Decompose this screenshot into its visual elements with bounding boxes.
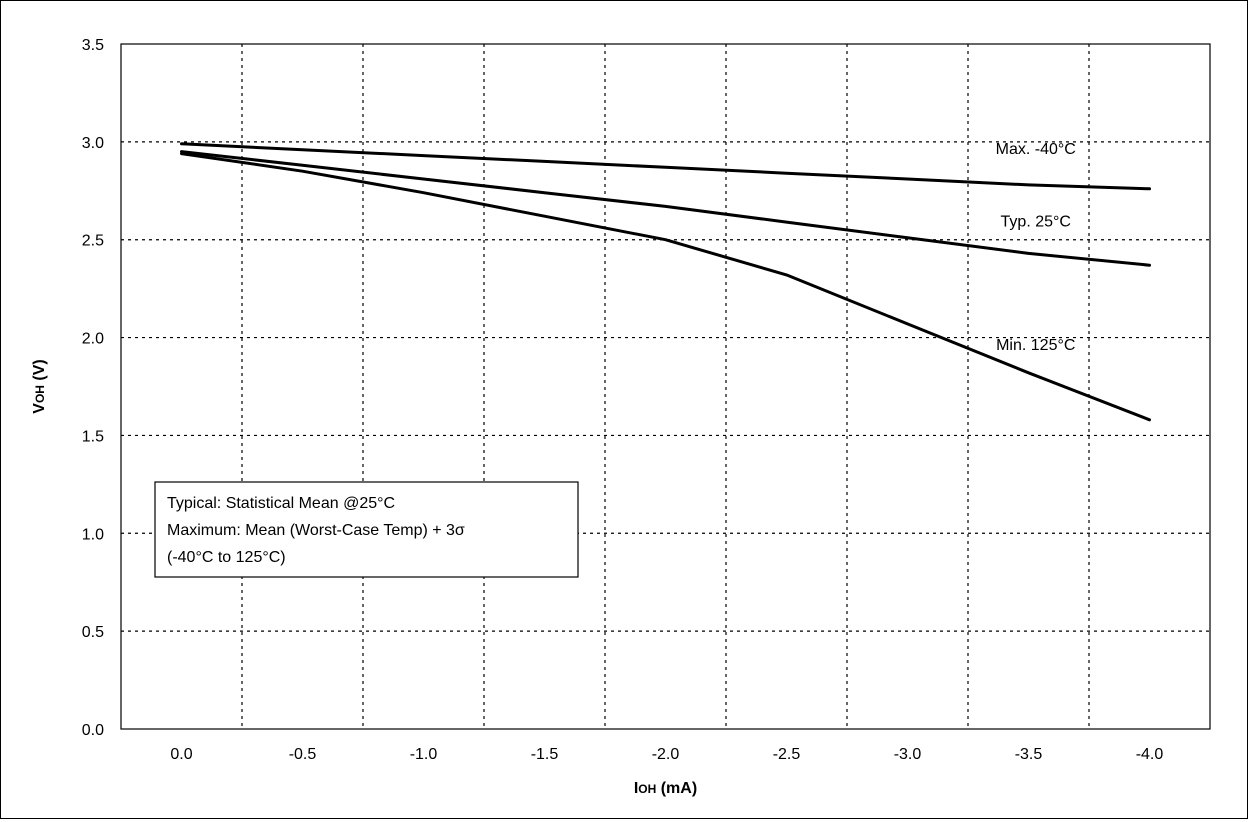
plot-area xyxy=(120,43,1211,730)
y-tick-label: 1.0 xyxy=(82,526,104,543)
x-tick-label: -3.0 xyxy=(894,746,922,763)
y-axis-title-sub: OH xyxy=(33,385,47,403)
legend-line-typical: Typical: Statistical Mean @25°C xyxy=(167,495,395,512)
x-tick-label: -1.0 xyxy=(410,746,438,763)
series-label-1: Typ. 25°C xyxy=(1001,214,1071,231)
y-tick-label: 2.5 xyxy=(82,233,104,250)
y-tick-label: 3.0 xyxy=(82,135,104,152)
y-tick-labels: 0.0 0.5 1.0 1.5 2.0 2.5 3.0 3.5 xyxy=(82,37,104,739)
x-axis-title-unit: (mA) xyxy=(656,780,697,797)
x-tick-label: -2.5 xyxy=(773,746,801,763)
x-tick-label: -0.5 xyxy=(289,746,317,763)
series-line-1 xyxy=(180,150,1151,267)
series-line-0 xyxy=(180,142,1151,191)
x-tick-label: -3.5 xyxy=(1015,746,1043,763)
x-tick-labels: 0.0 -0.5 -1.0 -1.5 -2.0 -2.5 -3.0 -3.5 -4.0 xyxy=(170,746,1163,763)
y-tick-label: 3.5 xyxy=(82,37,104,54)
y-axis-title-unit: (V) xyxy=(31,359,48,385)
legend-line-maximum: Maximum: Mean (Worst-Case Temp) + 3σ xyxy=(167,522,465,539)
x-tick-label: -1.5 xyxy=(531,746,559,763)
y-tick-label: 2.0 xyxy=(82,331,104,348)
y-axis-title-main: V xyxy=(31,403,48,414)
series-labels: Max. -40°C Typ. 25°C Min. 125°C xyxy=(996,141,1076,354)
x-axis-title-sub: OH xyxy=(638,782,656,796)
series-lines xyxy=(180,142,1151,422)
y-tick-label: 0.5 xyxy=(82,624,104,641)
x-tick-label: -2.0 xyxy=(652,746,680,763)
series-label-0: Max. -40°C xyxy=(996,141,1076,158)
series-label-2: Min. 125°C xyxy=(996,337,1075,354)
y-tick-label: 0.0 xyxy=(82,722,104,739)
x-axis-title-main: I xyxy=(634,780,638,797)
series-line-2 xyxy=(180,152,1151,422)
legend-box: Typical: Statistical Mean @25°C Maximum:… xyxy=(154,481,579,578)
legend-line-range: (-40°C to 125°C) xyxy=(167,549,286,566)
legend-border xyxy=(154,481,579,578)
x-tick-label: -4.0 xyxy=(1136,746,1164,763)
y-tick-label: 1.5 xyxy=(82,428,104,445)
y-axis-title: VOH (V) xyxy=(31,359,48,413)
x-tick-label: 0.0 xyxy=(170,746,192,763)
x-axis-title: IOH (mA) xyxy=(634,780,697,797)
